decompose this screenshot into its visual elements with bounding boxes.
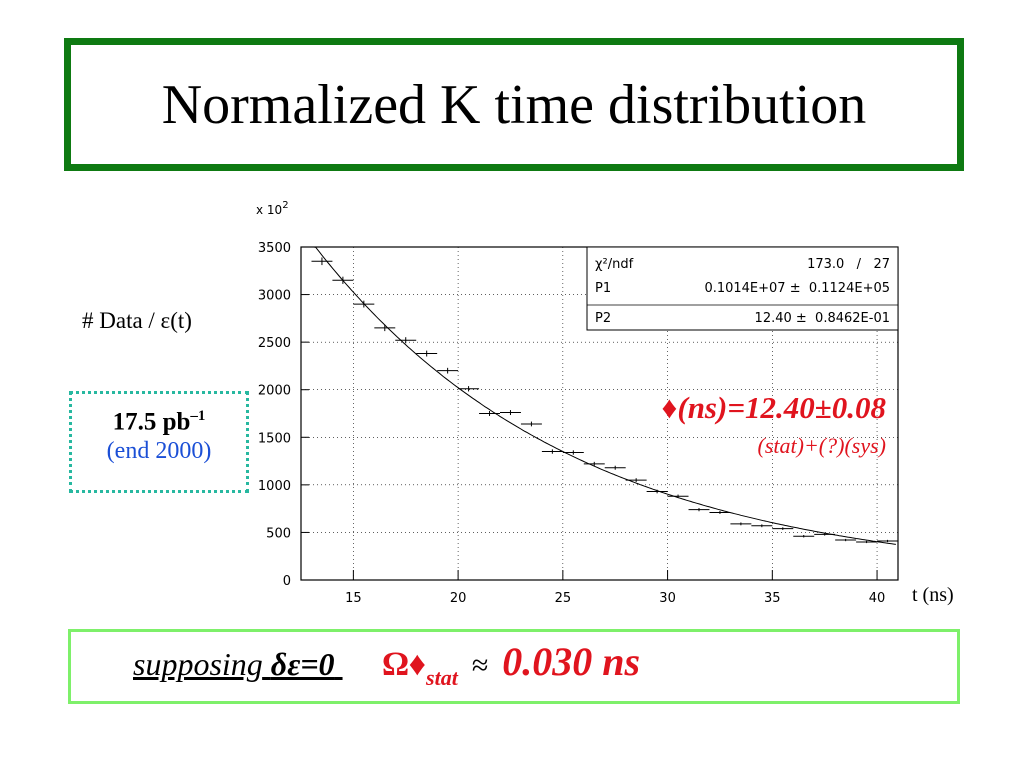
stat-subscript: stat xyxy=(426,665,458,690)
y-tick-label: 1000 xyxy=(258,479,291,494)
y-axis-label: # Data / ε(t) xyxy=(82,308,192,333)
data-point xyxy=(646,489,668,494)
fit-stats-box: χ²/ndf 173.0 / 27 P1 0.1014E+07 ± 0.1124… xyxy=(586,246,899,331)
x-axis-label: t (ns) xyxy=(912,584,954,606)
data-point xyxy=(374,324,396,332)
y-tick-label: 1500 xyxy=(258,431,291,446)
y-scale-label: x 102 xyxy=(256,200,289,217)
x-tick-label: 30 xyxy=(659,591,676,606)
fit-p1-value: 0.1014E+07 ± 0.1124E+05 xyxy=(704,281,890,296)
x-tick-label: 25 xyxy=(555,591,572,606)
data-point xyxy=(416,350,438,357)
luminosity-note: (end 2000) xyxy=(106,438,212,465)
y-tick-label: 3500 xyxy=(258,241,291,256)
fit-stats-frame xyxy=(586,246,899,331)
data-point xyxy=(856,540,878,544)
y-tick-label: 500 xyxy=(266,526,291,541)
condition-label: δε=0 xyxy=(270,646,335,682)
x-tick-labels: 15 20 25 30 35 40 xyxy=(345,591,885,606)
data-point xyxy=(709,510,731,514)
x-tick-label: 15 xyxy=(345,591,362,606)
data-point xyxy=(751,524,773,528)
data-point xyxy=(835,538,857,542)
y-tick-label: 0 xyxy=(283,574,291,589)
conclusion-box: supposing δε=0 Ω♦stat ≈ 0.030 ns xyxy=(68,629,960,704)
data-point xyxy=(437,367,459,374)
data-point xyxy=(625,478,647,483)
fit-p1-label: P1 xyxy=(595,281,611,296)
data-point xyxy=(688,507,710,512)
lifetime-uncertainty: (stat)+(?)(sys) xyxy=(757,433,886,458)
fit-chi2-value: 173.0 / 27 xyxy=(807,257,890,272)
data-point xyxy=(500,410,521,416)
data-point xyxy=(332,276,354,284)
data-point xyxy=(541,449,563,454)
x-tick-label: 40 xyxy=(869,591,886,606)
fit-curve xyxy=(301,246,896,545)
data-point xyxy=(520,421,542,427)
data-point xyxy=(458,386,480,392)
data-point xyxy=(604,465,626,470)
x-tick-label: 35 xyxy=(764,591,781,606)
conclusion-text: supposing δε=0 Ω♦stat ≈ 0.030 ns xyxy=(133,638,640,691)
data-point xyxy=(479,411,500,416)
data-point xyxy=(562,450,584,455)
data-points xyxy=(311,257,898,544)
fit-p2-label: P2 xyxy=(595,311,611,326)
data-point xyxy=(353,300,375,308)
y-tick-label: 3000 xyxy=(258,289,291,304)
luminosity-box: 17.5 pb–1 (end 2000) xyxy=(69,391,249,493)
fit-p2-value: 12.40 ± 0.8462E-01 xyxy=(755,311,890,326)
y-tick-label: 2500 xyxy=(258,336,291,351)
supposing-label: supposing xyxy=(133,646,263,682)
stat-error-value: 0.030 ns xyxy=(502,639,641,684)
lifetime-result: ♦(ns)=12.40±0.08 xyxy=(661,390,886,425)
data-point xyxy=(583,461,605,467)
data-point xyxy=(877,539,898,543)
luminosity-value: 17.5 pb–1 xyxy=(112,408,206,436)
data-point xyxy=(772,527,794,530)
delta-tau-symbol: Ω♦ xyxy=(382,646,427,683)
data-point xyxy=(793,534,815,538)
y-tick-labels: 0 500 1000 1500 2000 2500 3000 3500 xyxy=(258,241,291,589)
approx-icon: ≈ xyxy=(471,649,489,682)
fit-chi2-label: χ²/ndf xyxy=(595,257,634,272)
data-point xyxy=(667,494,689,498)
title-box: Normalized K time distribution xyxy=(64,38,964,171)
y-tick-label: 2000 xyxy=(258,384,291,399)
data-point xyxy=(395,337,417,344)
x-tick-label: 20 xyxy=(450,591,467,606)
page-title: Normalized K time distribution xyxy=(161,74,867,136)
data-point xyxy=(311,257,333,266)
data-point xyxy=(730,522,752,526)
data-point xyxy=(814,533,836,536)
